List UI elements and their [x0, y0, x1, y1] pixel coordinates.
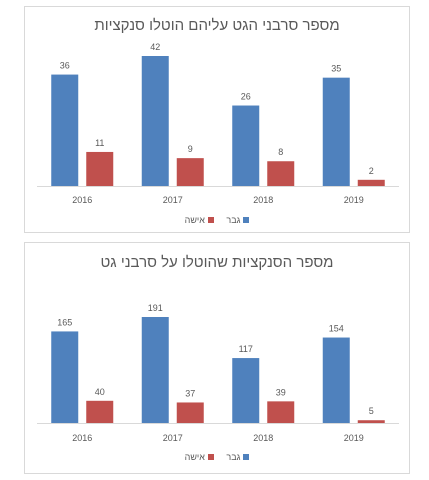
bar-chart-refusers: 36 11 2016 42 9 2017 26 8 2018 35 2 2019 [37, 42, 399, 205]
legend: גבר אישה [25, 452, 409, 462]
legend-label-male: גבר [226, 215, 241, 225]
bar-male-2018 [232, 105, 260, 186]
data-label-male-2016: 165 [57, 317, 72, 327]
data-label-female-2017: 9 [188, 144, 193, 154]
chart-title: מספר סרבני הגט עליהם הוטלו סנקציות [94, 17, 340, 34]
data-label-male-2017: 191 [148, 303, 163, 313]
data-label-male-2019: 35 [331, 64, 341, 74]
x-tick-2016: 2016 [72, 433, 92, 443]
legend-swatch-male [243, 217, 250, 223]
bar-male-2018 [232, 358, 260, 423]
data-label-male-2018: 117 [239, 344, 253, 354]
bar-female-2017 [176, 402, 204, 423]
data-label-male-2018: 26 [241, 92, 251, 102]
x-tick-2017: 2017 [163, 195, 183, 205]
legend-swatch-female [207, 454, 214, 460]
legend-item-female: אישה [185, 452, 214, 462]
bar-male-2016 [51, 331, 79, 423]
legend-item-male: גבר [226, 452, 250, 462]
data-label-female-2017: 37 [185, 388, 195, 398]
data-label-female-2016: 40 [95, 387, 105, 397]
bar-male-2016 [51, 74, 79, 186]
x-tick-2018: 2018 [253, 195, 273, 205]
legend-label-male: גבר [226, 452, 241, 462]
legend-swatch-male [243, 454, 250, 460]
bar-female-2018 [267, 401, 295, 423]
bar-male-2019 [322, 77, 350, 186]
legend: גבר אישה [25, 215, 409, 225]
chart-panel-sanctions: מספר הסנקציות שהוטלו על סרבני גט 165 40 20… [24, 242, 410, 474]
x-tick-2017: 2017 [163, 433, 183, 443]
data-label-female-2018: 8 [278, 147, 283, 157]
x-tick-2016: 2016 [72, 195, 92, 205]
bar-female-2017 [176, 158, 204, 186]
data-label-male-2019: 154 [329, 324, 344, 334]
data-label-male-2016: 36 [60, 61, 70, 71]
data-label-female-2019: 5 [369, 406, 374, 416]
data-label-female-2018: 39 [276, 387, 286, 397]
bar-female-2016 [86, 151, 114, 186]
data-label-male-2017: 42 [150, 42, 160, 52]
bar-chart-sanctions: 165 40 2016 191 37 2017 117 39 2018 154 5 2019 [37, 303, 399, 443]
bar-female-2016 [86, 400, 114, 423]
bar-female-2019 [357, 420, 385, 423]
x-tick-2019: 2019 [344, 195, 364, 205]
x-tick-2018: 2018 [253, 433, 273, 443]
legend-swatch-female [207, 217, 214, 223]
bar-male-2019 [322, 337, 350, 423]
data-label-female-2019: 2 [369, 166, 374, 176]
x-tick-2019: 2019 [344, 433, 364, 443]
chart-title: מספר הסנקציות שהוטלו על סרבני גט [100, 254, 334, 271]
bar-female-2019 [357, 179, 385, 186]
legend-item-male: גבר [226, 215, 250, 225]
chart-panel-refusers: מספר סרבני הגט עליהם הוטלו סנקציות 36 11 2… [24, 6, 410, 233]
data-label-female-2016: 11 [95, 138, 104, 148]
bar-female-2018 [267, 161, 295, 186]
legend-label-female: אישה [184, 215, 205, 225]
bar-male-2017 [141, 56, 169, 186]
legend-item-female: אישה [185, 215, 214, 225]
bar-male-2017 [141, 317, 169, 423]
legend-label-female: אישה [184, 452, 205, 462]
